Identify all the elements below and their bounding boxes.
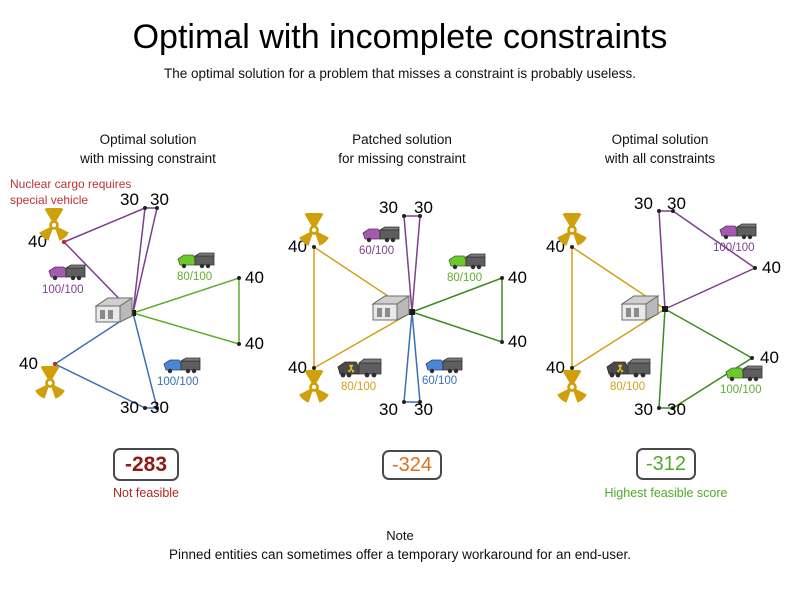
panel-3-title-line1: Optimal solution [611,132,709,147]
score-box-panel2: -324 [382,450,442,480]
radiation-icon [36,206,72,242]
panel-1-top-label-a: 30 [120,190,139,209]
nuclear-warning-line2: special vehicle [10,193,89,207]
blue-truck-icon [162,355,202,375]
nuclear-truck-icon [605,356,653,380]
route-yellow-panel2 [313,245,413,370]
route-green-panel1 [132,276,240,346]
nodes-panel2 [312,214,504,404]
radiation-icon [554,211,590,247]
purple-truck-capacity: 100/100 [713,242,755,254]
panel-3-right-label-bottom: 40 [760,348,779,367]
route-blue-panel2 [403,311,421,403]
page-subtitle: The optimal solution for a problem that … [164,66,636,81]
panel-2-top-label-a: 30 [379,198,398,217]
route-yellow-panel3 [571,245,666,370]
panel-3-bottom-label-b: 30 [667,400,686,419]
panel-2-bottom-label-b: 30 [414,400,433,419]
nuclear-truck-capacity: 80/100 [341,381,377,393]
purple-truck-capacity: 100/100 [42,284,84,296]
route-purple-panel2 [403,215,421,313]
note-body: Pinned entities can sometimes offer a te… [169,547,631,562]
panel-2-left-label-bottom: 40 [288,358,307,377]
warehouse-icon [369,292,413,324]
panel-1-bottom-label-a: 30 [120,398,139,417]
panel-3-title: Optimal solution with all constraints [530,130,790,168]
nuclear-truck-capacity: 80/100 [610,381,646,393]
panel-2-bottom-label-a: 30 [379,400,398,419]
panel-2-right-label-top: 40 [508,268,527,287]
panel-3-left-label-bottom: 40 [546,358,565,377]
nodes-panel1 [52,206,241,410]
panel-1-bottom-label-b: 30 [150,398,169,417]
panel-1-left-label-bottom: 40 [19,354,38,373]
green-truck-icon [447,251,487,271]
panel-3-top-label-b: 30 [667,194,686,213]
blue-truck-capacity: 100/100 [157,376,199,388]
page-title: Optimal with incomplete constraints [132,18,668,56]
blue-truck-capacity: 60/100 [422,375,458,387]
radiation-icon [296,368,332,404]
blue-truck-icon [424,355,464,375]
nuclear-warning-line1: Nuclear cargo requires [10,177,132,191]
nodes-panel3 [570,209,757,410]
panel-2-top-label-b: 30 [414,198,433,217]
panel-1-title-line1: Optimal solution [99,132,197,147]
warehouse-icon [618,292,662,324]
green-truck-icon [724,363,764,383]
radiation-icon [296,211,332,247]
nuclear-warning-text: Nuclear cargo requires special vehicle [10,176,131,208]
score-caption-panel1: Not feasible [112,486,179,500]
green-truck-capacity: 80/100 [177,271,213,283]
warehouse-icon [92,294,136,326]
panel-1-right-label-top: 40 [245,268,264,287]
panel-1-top-label-b: 30 [150,190,169,209]
panel-1-title: Optimal solution with missing constraint [18,130,278,168]
radiation-icon [554,368,590,404]
purple-truck-capacity: 60/100 [359,245,395,257]
route-green-panel2 [411,276,503,344]
purple-truck-icon [718,221,758,241]
green-truck-capacity: 100/100 [720,384,762,396]
panel-3-title-line2: with all constraints [604,151,716,166]
green-truck-capacity: 80/100 [447,272,483,284]
panel-2-left-label-top: 40 [288,237,307,256]
panel-1-right-label-bottom: 40 [245,334,264,353]
green-truck-icon [176,250,216,270]
radiation-icon [32,364,68,400]
panel-3-top-label-a: 30 [634,194,653,213]
score-value-panel1: -283 [124,453,168,476]
purple-truck-icon [47,262,87,282]
panel-2-right-label-bottom: 40 [508,332,527,351]
panel-3-bottom-label-a: 30 [634,400,653,419]
score-box-panel1: -283 [113,448,179,481]
score-value-panel2: -324 [391,454,433,476]
panel-2-title-line1: Patched solution [352,132,452,147]
panel-1-left-label-top: 40 [28,232,47,251]
panel-2-title-line2: for missing constraint [338,151,466,166]
score-box-panel3: -312 [636,448,696,480]
panel-1-title-line2: with missing constraint [80,151,216,166]
score-value-panel3: -312 [645,453,687,475]
purple-truck-icon [361,224,401,244]
score-caption-panel3: Highest feasible score [604,486,728,500]
note-title: Note [386,528,414,543]
panel-3-right-label-top: 40 [762,258,781,277]
nuclear-truck-icon [336,356,384,380]
panel-3-left-label-top: 40 [546,237,565,256]
panel-2-title: Patched solution for missing constraint [272,130,532,168]
